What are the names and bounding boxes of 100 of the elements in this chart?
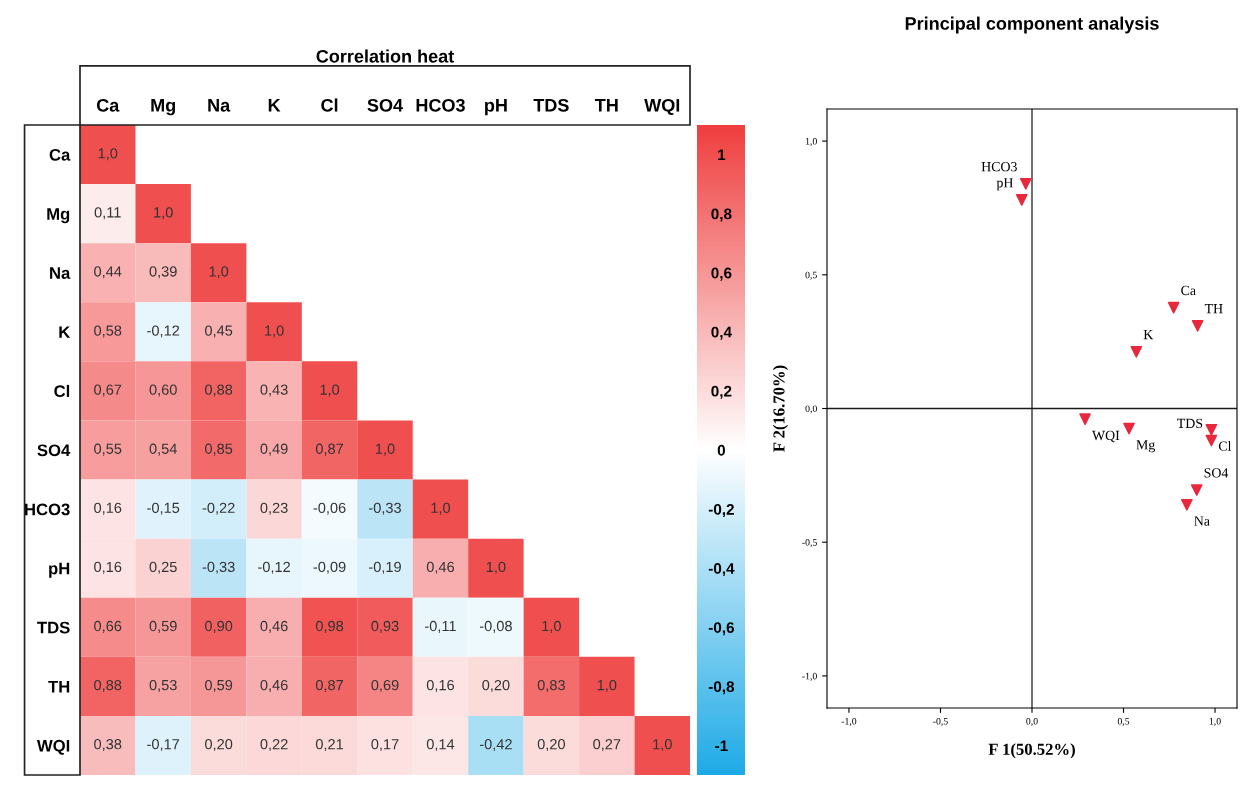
point [1015,194,1028,206]
x-tick-label: SO4 [367,98,403,112]
annotation: Cl [1218,441,1232,451]
data-label: 0,11 [94,207,121,220]
data-label: 0,49 [260,443,288,456]
annotation: pH [996,178,1014,191]
data-label: -0,15 [147,502,180,515]
data-label: 0,98 [315,620,344,633]
data-label: -0,17 [147,739,180,752]
data-label: 0,23 [260,502,288,515]
annotation: Na [1194,516,1210,526]
data-label: -0,12 [258,561,290,574]
y-tick-label: -1,0 [802,672,817,681]
point [1019,178,1032,190]
data-label: 0,39 [149,266,177,279]
data-label: -0,08 [479,620,512,633]
data-label: 1,0 [597,679,617,692]
data-label: 0,93 [371,620,399,633]
data-label: 1,0 [431,502,451,515]
x-tick-label: 0,5 [1117,718,1130,726]
x-axis-title: F 1(50.52%) [988,743,1075,759]
data-label: 0,85 [205,443,233,456]
data-label: -0,33 [202,561,235,574]
chart-title: Principal component analysis [905,16,1159,34]
y-tick-label: TH [48,680,70,693]
x-tick-label: 0,0 [1026,718,1038,726]
y-tick-label: Na [50,267,71,279]
y-tick-label: Ca [49,148,71,161]
data-label: 1,0 [320,384,340,397]
x-tick-label: Ca [96,98,120,112]
color-bar-label: -0,4 [708,563,735,577]
y-tick-label: Mg [47,208,70,224]
data-label: 0,67 [94,384,122,397]
annotation: Ca [1181,285,1196,296]
data-label: 0,17 [371,739,399,752]
x-tick-label: -0,5 [933,718,948,726]
y-tick-label: TDS [37,621,70,634]
color-bar-label: 0,4 [711,326,732,340]
data-label: -0,06 [313,502,346,515]
data-label: -0,11 [425,620,456,633]
y-tick-label: SO4 [37,444,71,457]
data-label: 0,22 [260,739,288,752]
data-label: 0,83 [537,679,565,692]
data-label: 1,0 [653,739,672,752]
data-label: 0,20 [482,679,510,692]
color-bar-label: 0,6 [711,267,732,281]
annotation: TH [1204,304,1223,314]
x-tick-label: -1,0 [841,718,857,726]
chart-title: Correlation heat [316,49,455,63]
data-label: -0,09 [313,561,346,574]
data-label: 0,66 [94,620,122,633]
data-label: 0,87 [315,679,344,692]
data-label: 0,25 [149,561,177,574]
data-label: 0,88 [94,679,122,692]
x-tick-label: HCO3 [416,98,465,112]
y-tick-label: 1,0 [805,138,817,146]
x-tick-label: TH [594,99,618,112]
x-tick-label: 1,0 [1209,718,1221,726]
data-label: 1,0 [209,266,229,279]
data-label: -0,12 [147,325,180,338]
x-tick-label: Cl [321,98,338,112]
data-label: 0,45 [205,325,233,338]
data-label: 0,14 [426,739,455,752]
data-label: 0,87 [315,443,344,456]
data-label: 0,54 [149,443,177,456]
color-bar-label: -1 [715,740,728,751]
data-label: 0,38 [94,739,122,752]
data-label: 0,88 [205,384,233,397]
x-tick-label: WQI [644,98,680,116]
x-tick-label: Na [208,99,231,112]
color-bar-label: 0 [717,444,726,456]
data-label: -0,19 [369,561,401,574]
data-label: 0,59 [149,620,177,633]
data-label: 0,27 [593,739,621,752]
data-label: 0,55 [94,443,122,456]
color-bar-label: 1 [718,149,726,161]
data-label: 1,0 [98,148,118,161]
data-label: 0,60 [149,384,177,397]
annotation: TDS [1177,418,1203,429]
point [1181,498,1193,511]
x-tick-label: pH [485,99,507,116]
data-label: 0,21 [315,739,344,752]
data-label: 0,46 [426,561,455,574]
data-label: 0,59 [205,679,233,692]
data-label: 0,20 [205,739,233,752]
data-label: 0,53 [149,679,177,692]
point [1079,413,1091,426]
color-bar-label: -0,8 [708,681,735,695]
data-label: 0,16 [426,679,455,692]
y-tick-label: pH [49,562,70,578]
y-tick-label: -0,5 [802,539,817,548]
y-tick-label: 0,5 [805,271,817,280]
annotation: HCO3 [981,162,1017,172]
y-axis-title: F 2(16.70%) [772,365,788,452]
data-label: -0,33 [369,502,401,515]
data-label: 1,0 [486,561,506,574]
annotation: Mg [1136,440,1155,453]
y-tick-label: WQI [36,739,70,755]
data-label: 0,16 [94,561,122,574]
data-label: 0,20 [537,739,565,752]
